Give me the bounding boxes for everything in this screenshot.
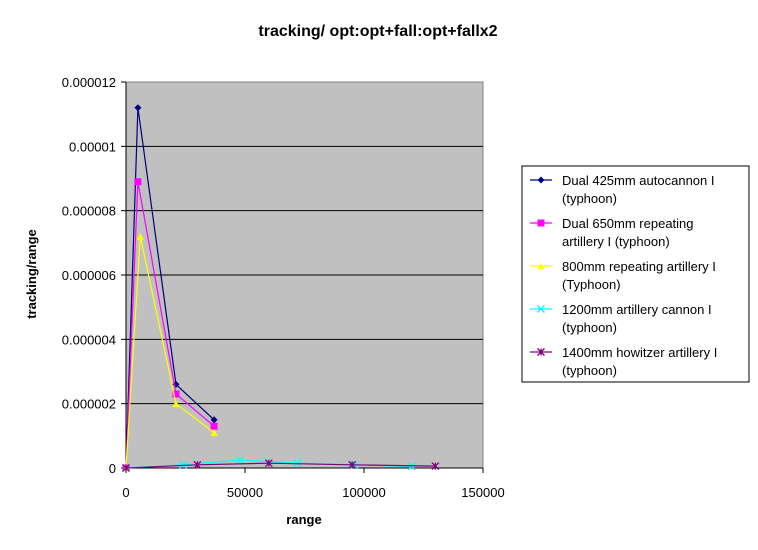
x-tick-label: 0 <box>122 485 129 500</box>
data-point-star <box>193 460 202 469</box>
y-axis-title: tracking/range <box>24 229 39 319</box>
data-point-x <box>537 305 545 313</box>
legend-label: (typhoon) <box>562 320 617 335</box>
legend-box <box>521 165 750 383</box>
data-point-triangle <box>210 429 218 437</box>
legend-label: 1400mm howitzer artillery I <box>562 345 717 360</box>
legend-label: (Typhoon) <box>562 277 621 292</box>
x-tick-label: 150000 <box>461 485 504 500</box>
axes: 0 0.000002 0.000004 0.000006 0.000008 0.00001… <box>62 75 505 500</box>
data-point-star <box>348 460 357 469</box>
y-tick-label: 0.000004 <box>62 332 116 347</box>
data-point-triangle <box>172 400 180 408</box>
series-line <box>125 236 215 469</box>
y-tick-label: 0.000012 <box>62 75 116 90</box>
legend-label: (typhoon) <box>562 191 617 206</box>
legend-entry-3: 800mm repeating artillery I (Typhoon) <box>530 259 716 292</box>
data-point-diamond <box>537 176 545 184</box>
data-point-square <box>210 422 218 430</box>
data-point-star <box>431 462 440 471</box>
y-tick-label: 0.000002 <box>62 397 116 412</box>
legend-entry-2: Dual 650mm repeating artillery I (typhoon… <box>530 216 694 249</box>
data-point-star <box>264 459 273 468</box>
data-point-star <box>537 348 545 356</box>
legend-label: 800mm repeating artillery I <box>562 259 716 274</box>
data-point-x <box>179 460 188 469</box>
legend-label: (typhoon) <box>562 363 617 378</box>
legend-label: artillery I (typhoon) <box>562 234 670 249</box>
data-point-x <box>236 455 245 464</box>
data-point-triangle <box>537 262 545 270</box>
series-5 <box>122 459 440 472</box>
data-point-square <box>134 178 142 186</box>
data-point-triangle <box>136 232 144 240</box>
data-point-diamond <box>210 416 218 424</box>
legend-entry-5: 1400mm howitzer artillery I (typhoon) <box>530 345 717 378</box>
data-point-diamond <box>134 104 142 112</box>
series-line <box>125 181 215 469</box>
y-tick-label: 0.000008 <box>62 204 116 219</box>
gridlines <box>126 145 483 405</box>
series-layer <box>122 104 440 472</box>
x-tick-label: 50000 <box>227 485 263 500</box>
x-tick-label: 100000 <box>342 485 385 500</box>
legend-label: Dual 650mm repeating <box>562 216 694 231</box>
data-point-square <box>172 390 180 398</box>
y-tick-label: 0.000006 <box>62 268 116 283</box>
y-tick-label: 0.00001 <box>69 139 116 154</box>
data-point-x <box>407 462 416 471</box>
y-tick-label: 0 <box>109 461 116 476</box>
legend-label: 1200mm artillery cannon I <box>562 302 712 317</box>
data-point-star <box>122 464 130 472</box>
series-line <box>125 107 215 469</box>
x-axis-title: range <box>286 512 321 527</box>
chart-title: tracking/ opt:opt+fall:opt+fallx2 <box>258 23 497 40</box>
legend: Dual 425mm autocannon I (typhoon) Dual 650… <box>521 165 750 383</box>
data-point-square <box>537 219 545 227</box>
legend-label: Dual 425mm autocannon I <box>562 173 714 188</box>
legend-entry-1: Dual 425mm autocannon I (typhoon) <box>530 173 714 206</box>
legend-entry-4: 1200mm artillery cannon I (typhoon) <box>530 302 712 335</box>
